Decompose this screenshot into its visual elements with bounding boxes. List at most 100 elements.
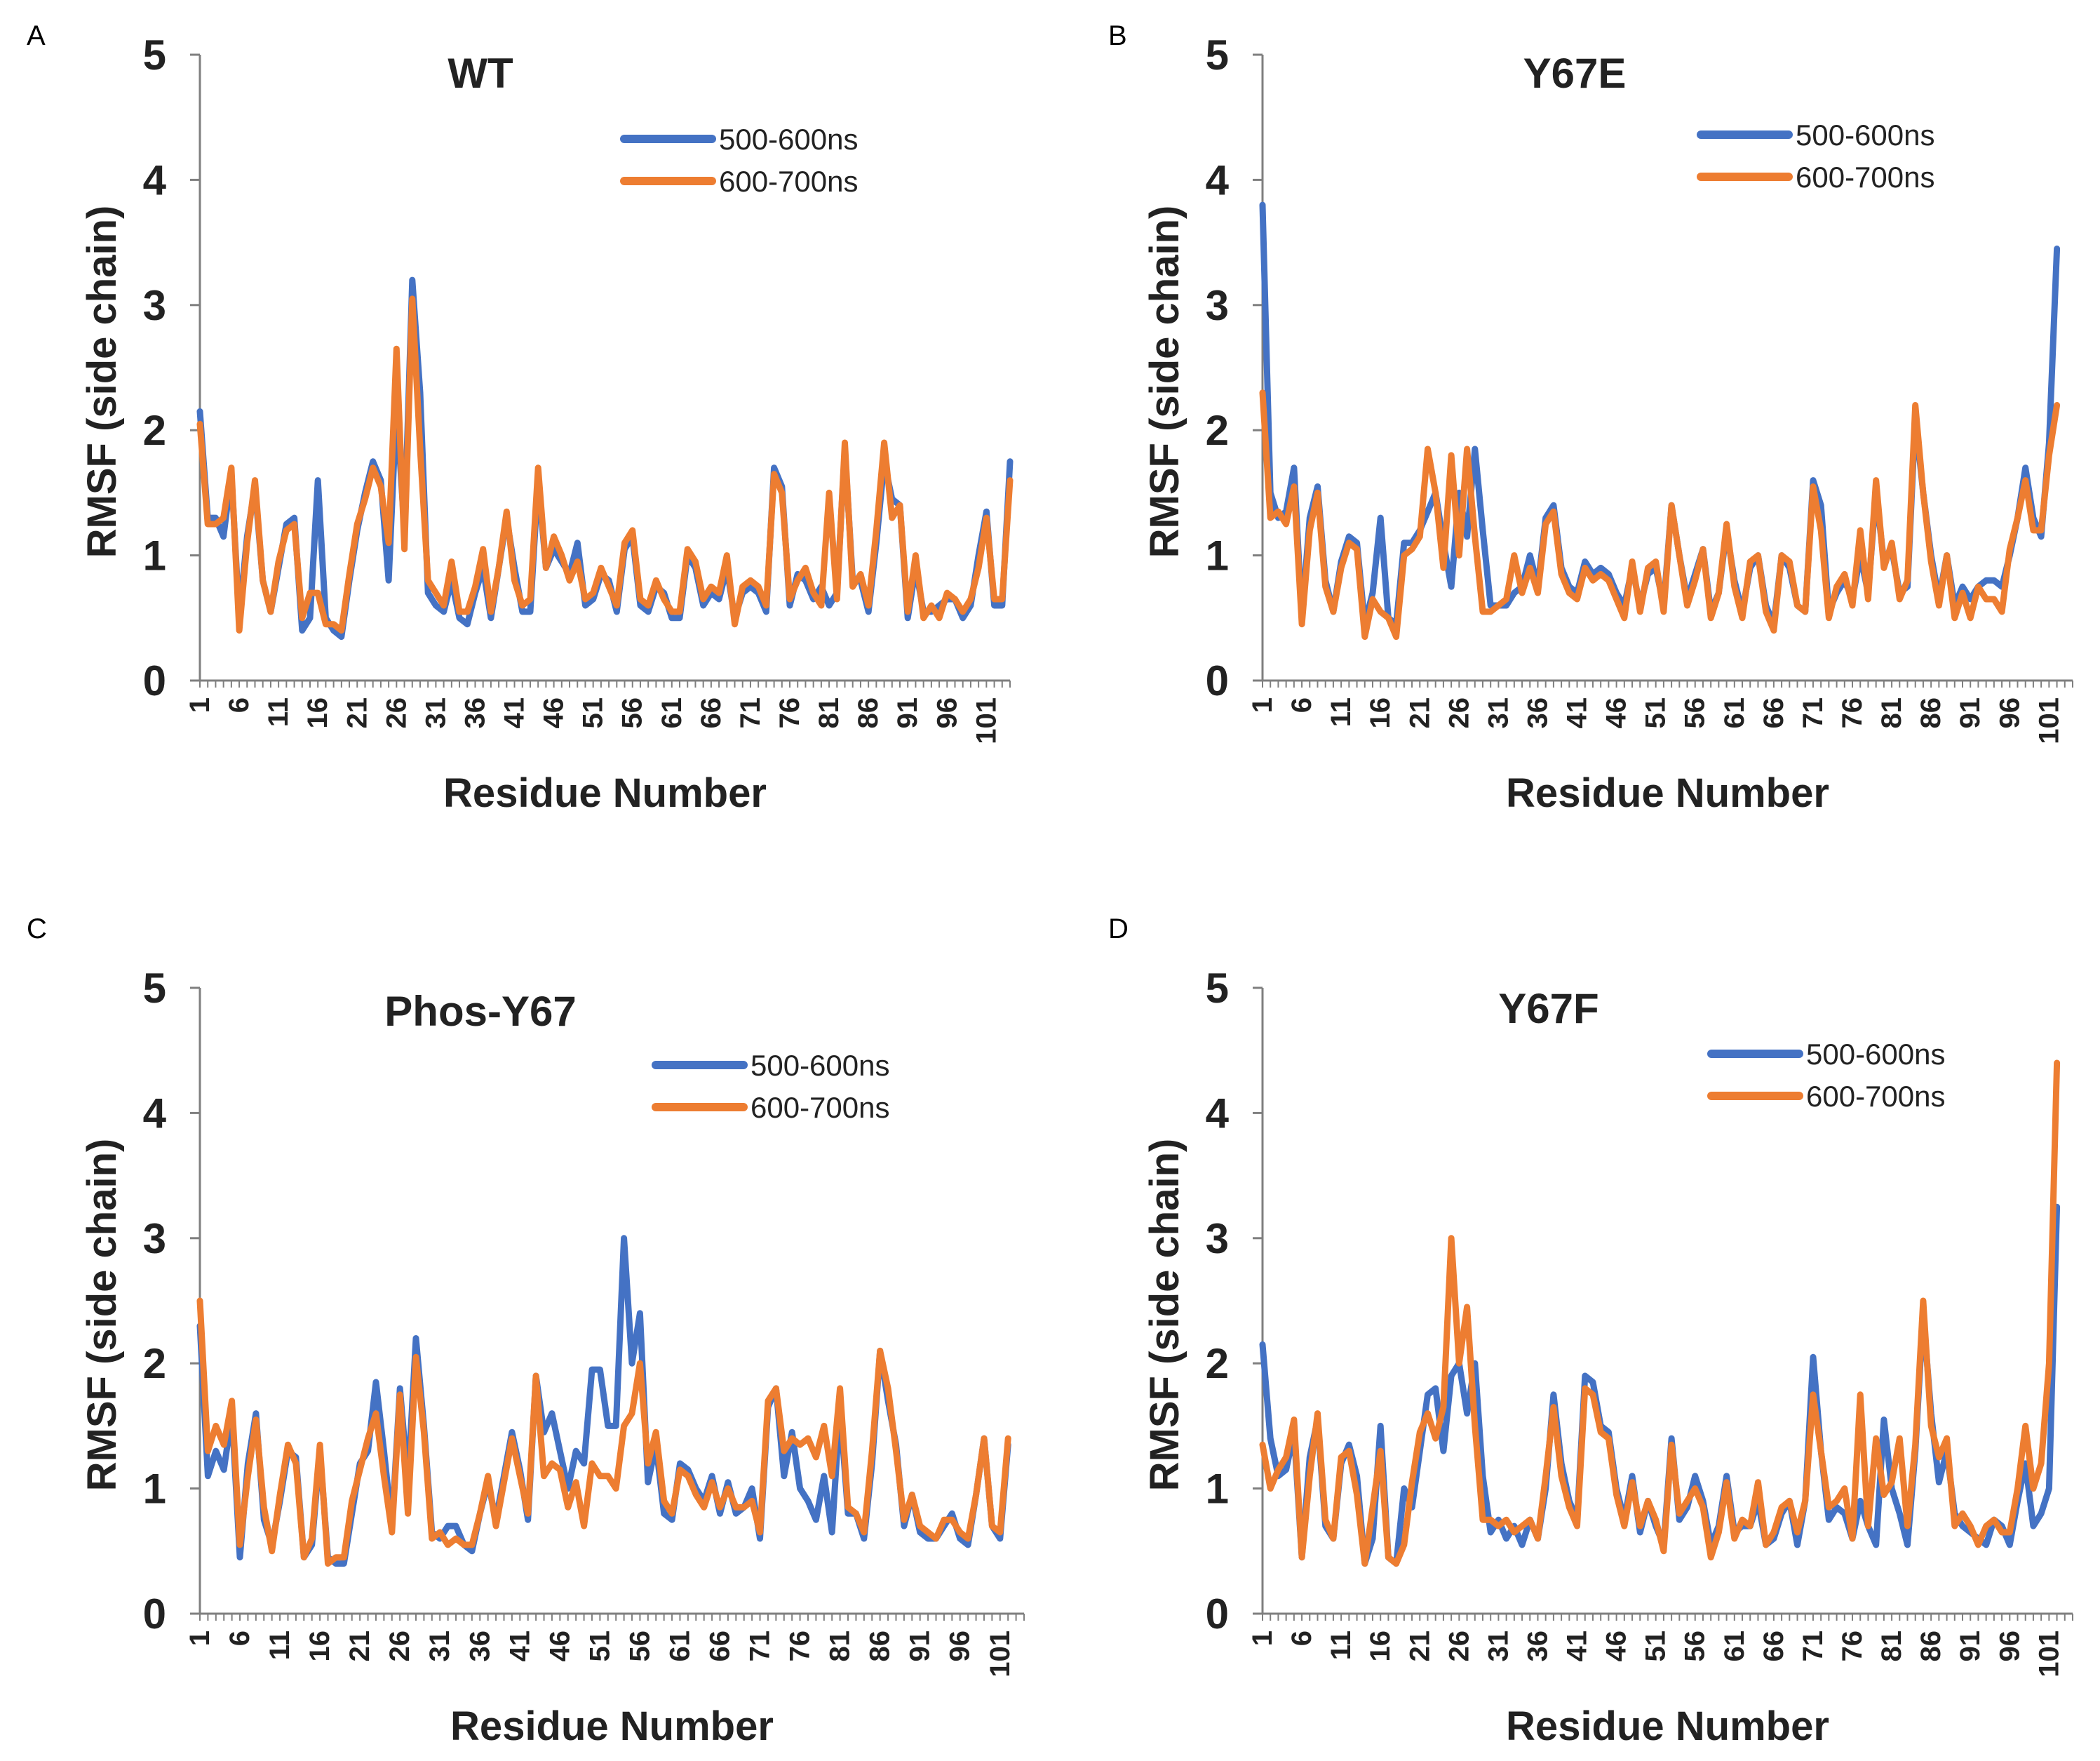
y-tick-label: 4 [143,156,167,203]
x-tick-label: 11 [264,1631,295,1660]
x-tick-label: 46 [539,697,570,729]
y-axis-label: RMSF (side chain) [1142,206,1187,558]
x-tick-label: 51 [1641,1631,1671,1662]
x-tick-label: 101 [2033,1631,2064,1678]
x-tick-label: 81 [1876,697,1907,729]
y-axis-label: RMSF (side chain) [79,1139,125,1492]
x-tick-label: 21 [1404,1631,1435,1662]
x-tick-label: 26 [1443,697,1474,729]
x-tick-label: 46 [544,1631,575,1662]
x-tick-label: 61 [1719,1631,1750,1662]
y-tick-label: 0 [143,657,166,704]
y-tick-label: 1 [1206,1466,1229,1513]
x-tick-label: 21 [342,697,372,729]
y-tick-label: 3 [143,282,166,329]
x-tick-label: 56 [1680,697,1711,729]
x-tick-label: 51 [578,697,609,729]
legend-label-1: 500-600ns [1806,1038,1946,1071]
x-tick-label: 71 [745,1631,776,1662]
x-tick-label: 16 [304,1631,335,1662]
x-tick-label: 41 [504,1631,535,1662]
x-tick-label: 86 [865,1631,896,1662]
y-tick-label: 2 [143,1340,166,1387]
chart-title: Phos-Y67 [384,988,576,1035]
x-tick-label: 66 [705,1631,736,1662]
x-tick-label: 101 [985,1631,1016,1678]
legend-label-1: 500-600ns [751,1049,890,1082]
series-line-1 [1259,1203,2061,1567]
y-tick-label: 5 [143,965,166,1012]
y-tick-label: 1 [143,1466,166,1513]
panel-letter: A [27,20,46,51]
x-tick-label: 31 [424,1631,455,1662]
x-tick-label: 91 [905,1631,936,1662]
x-tick-label: 31 [1483,1631,1514,1662]
y-tick-label: 5 [143,32,166,79]
y-tick-label: 1 [143,533,166,580]
x-tick-label: 11 [1326,1631,1357,1660]
chart-title: Y67F [1498,985,1598,1032]
x-tick-label: 41 [1562,697,1593,729]
y-tick-label: 2 [143,407,166,454]
legend-label-2: 600-700ns [751,1091,890,1124]
panel-letter: D [1108,913,1129,944]
x-tick-label: 11 [1326,697,1357,727]
x-tick-label: 86 [1916,697,1946,729]
y-axis-label: RMSF (side chain) [1142,1139,1187,1492]
y-tick-label: 5 [1206,965,1229,1012]
x-tick-label: 36 [1522,1631,1553,1662]
legend-label-1: 500-600ns [1796,119,1935,152]
y-tick-label: 2 [1206,1340,1229,1387]
x-tick-label: 86 [853,697,884,729]
x-tick-label: 86 [1916,1631,1946,1662]
x-tick-label: 56 [1680,1631,1711,1662]
x-tick-label: 61 [1719,697,1750,729]
x-tick-label: 36 [459,697,490,729]
x-tick-label: 96 [945,1631,976,1662]
x-tick-label: 6 [1286,697,1317,713]
x-tick-label: 26 [381,697,412,729]
x-tick-label: 6 [224,1631,255,1646]
x-tick-label: 66 [1758,1631,1789,1662]
x-tick-label: 91 [1955,697,1986,729]
x-tick-label: 96 [931,697,962,729]
x-tick-label: 56 [617,697,648,729]
x-tick-label: 76 [785,1631,816,1662]
x-tick-label: 6 [224,697,255,713]
x-tick-label: 51 [1641,697,1671,729]
x-tick-label: 16 [1365,1631,1396,1662]
series-line-1 [1259,201,2061,628]
y-axis-label: RMSF (side chain) [79,206,125,558]
x-tick-label: 61 [664,1631,695,1662]
x-tick-label: 71 [1798,697,1829,729]
y-tick-label: 4 [1206,1090,1230,1137]
x-tick-label: 81 [1876,1631,1907,1662]
panel-letter: C [27,913,47,944]
x-tick-label: 76 [1837,1631,1868,1662]
chart-title: Y67E [1523,50,1627,97]
x-tick-label: 96 [1994,697,2025,729]
y-tick-label: 5 [1206,32,1229,79]
x-tick-label: 61 [657,697,687,729]
y-tick-label: 4 [143,1090,167,1137]
x-tick-label: 101 [2033,697,2064,744]
y-tick-label: 3 [1206,1215,1229,1262]
series-line-2 [1259,389,2061,641]
x-tick-label: 41 [1562,1631,1593,1662]
x-tick-label: 26 [384,1631,415,1662]
legend-label-2: 600-700ns [1796,161,1935,194]
x-tick-label: 26 [1443,1631,1474,1662]
x-tick-label: 31 [1483,697,1514,729]
y-tick-label: 0 [1206,1591,1229,1638]
x-tick-label: 1 [1247,697,1278,713]
x-tick-label: 41 [499,697,530,729]
y-tick-label: 2 [1206,407,1229,454]
series-line-2 [196,1297,1011,1567]
x-tick-label: 16 [302,697,333,729]
y-tick-label: 0 [1206,657,1229,704]
x-tick-label: 1 [1247,1631,1278,1646]
x-tick-label: 66 [696,697,727,728]
